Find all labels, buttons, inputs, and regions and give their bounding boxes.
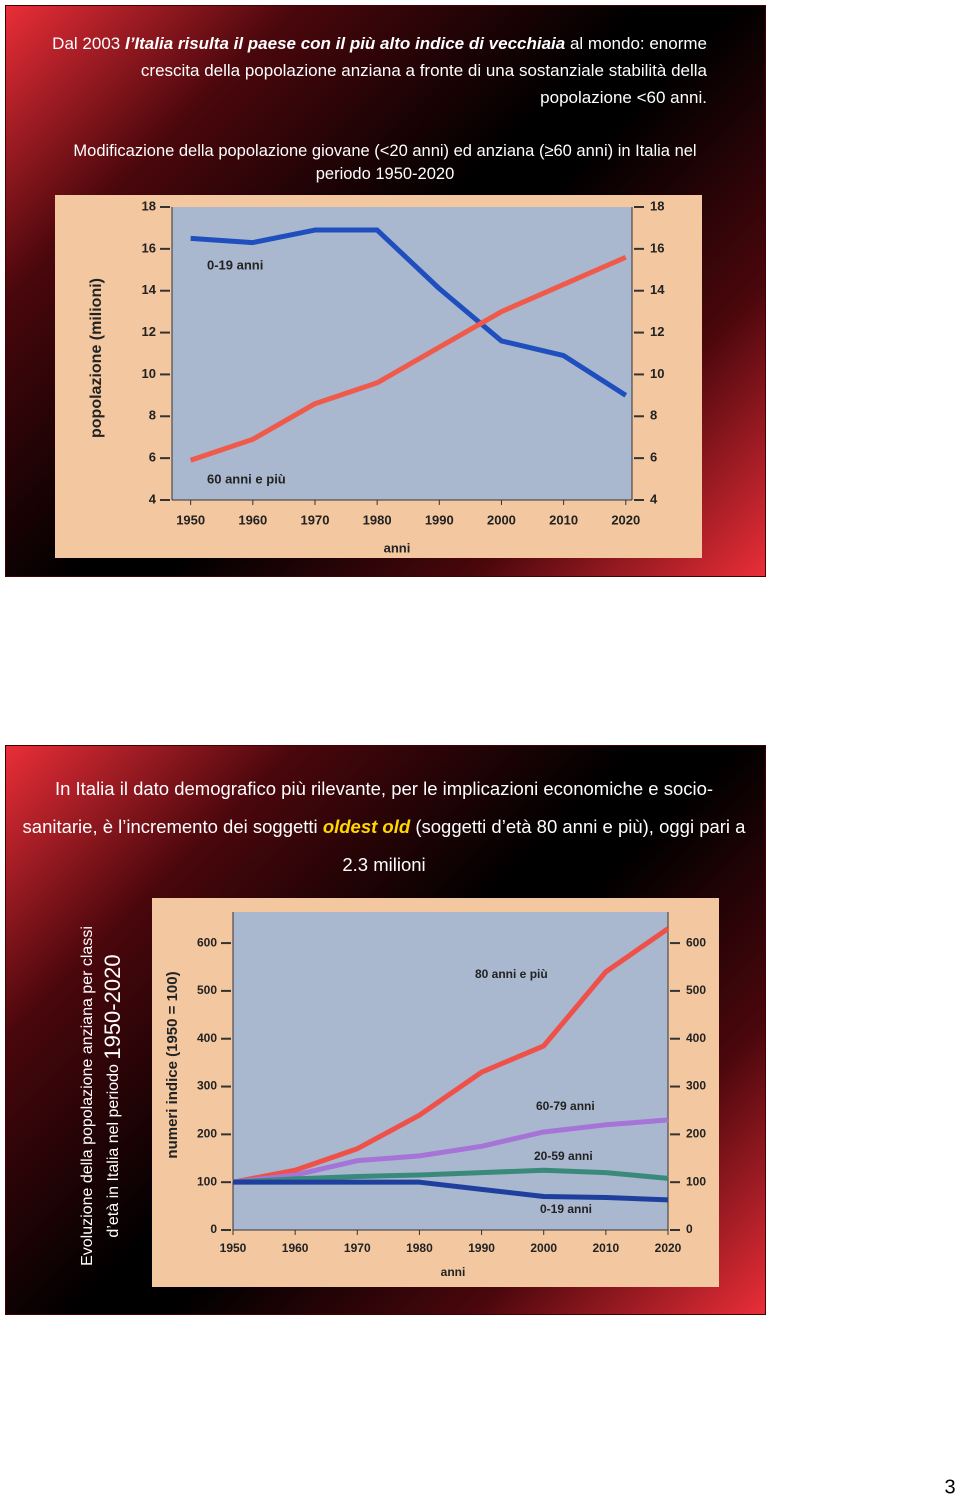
x-axis-label: anni — [384, 540, 411, 555]
y-tick-label: 4 — [149, 491, 157, 506]
series-label: 80 anni e più — [475, 967, 548, 981]
y-axis-label: numeri indice (1950 = 100) — [164, 971, 181, 1158]
y2-tick-label: 500 — [686, 983, 706, 997]
y-tick-label: 18 — [142, 198, 156, 213]
series-label: 0-19 anni — [540, 1202, 592, 1216]
y-tick-label: 10 — [142, 366, 156, 381]
data-line — [189, 254, 627, 463]
x-tick-label: 1990 — [425, 512, 454, 527]
y-tick-label: 12 — [142, 324, 156, 339]
text: al mondo: enorme crescita della popolazi… — [140, 34, 707, 107]
x-tick-label: 1950 — [220, 1241, 247, 1255]
y-tick-label: 6 — [149, 450, 156, 465]
y2-tick-label: 4 — [650, 491, 658, 506]
y-tick-label: 600 — [197, 935, 217, 949]
emphasis: oldest old — [322, 816, 411, 837]
data-line — [190, 227, 628, 398]
y-axis-label: popolazione (milioni) — [88, 278, 105, 438]
slide-text: Dal 2003 l’Italia risulta il paese con i… — [52, 30, 707, 111]
page-number: 3 — [944, 1476, 955, 1498]
caption: 1950-2020 — [100, 954, 125, 1059]
data-line — [232, 1117, 669, 1185]
y2-tick-label: 6 — [650, 450, 657, 465]
data-line — [232, 1167, 669, 1185]
y-tick-label: 400 — [197, 1031, 217, 1045]
slide-text: In Italia il dato demografico più rileva… — [18, 770, 750, 884]
x-tick-label: 1950 — [176, 512, 205, 527]
y2-tick-label: 16 — [650, 240, 664, 255]
x-tick-label: 2010 — [593, 1241, 620, 1255]
y2-tick-label: 100 — [686, 1174, 706, 1188]
text: Dal 2003 — [52, 34, 121, 53]
x-tick-label: 2020 — [611, 512, 640, 527]
x-tick-label: 2010 — [549, 512, 578, 527]
x-tick-label: 1960 — [238, 512, 267, 527]
data-line — [233, 1179, 669, 1203]
y-tick-label: 500 — [197, 983, 217, 997]
x-tick-label: 1970 — [344, 1241, 371, 1255]
y-tick-label: 100 — [197, 1174, 217, 1188]
y-tick-label: 14 — [142, 282, 157, 297]
y-tick-label: 200 — [197, 1127, 217, 1141]
chart-title: Modificazione della popolazione giovane … — [73, 142, 697, 183]
y2-tick-label: 0 — [686, 1222, 693, 1236]
x-tick-label: 1980 — [406, 1241, 433, 1255]
y2-tick-label: 400 — [686, 1031, 706, 1045]
x-tick-label: 1960 — [282, 1241, 309, 1255]
data-line — [232, 926, 670, 1185]
series-label: 0-19 anni — [207, 257, 263, 272]
y-tick-label: 8 — [149, 408, 156, 423]
emphasis: l’Italia risulta il paese con il più alt… — [124, 34, 566, 53]
series-label: 20-59 anni — [534, 1149, 593, 1163]
y-tick-label: 300 — [197, 1079, 217, 1093]
y2-tick-label: 12 — [650, 324, 664, 339]
y2-tick-label: 8 — [650, 408, 657, 423]
text: In Italia il dato demografico più rileva… — [22, 778, 714, 837]
y2-tick-label: 14 — [650, 282, 665, 297]
y2-tick-label: 18 — [650, 198, 664, 213]
y2-tick-label: 10 — [650, 366, 664, 381]
caption: d’età in Italia nel periodo 1950-2020 — [100, 954, 125, 1237]
x-tick-label: 2020 — [655, 1241, 682, 1255]
x-tick-label: 1980 — [363, 512, 392, 527]
series-label: 60-79 anni — [536, 1099, 595, 1113]
x-tick-label: 1990 — [468, 1241, 495, 1255]
y2-tick-label: 200 — [686, 1127, 706, 1141]
x-tick-label: 2000 — [487, 512, 516, 527]
caption: Evoluzione della popolazione anziana per… — [79, 926, 96, 1266]
x-axis-label: anni — [441, 1265, 466, 1279]
x-tick-label: 1970 — [301, 512, 330, 527]
text: (soggetti d’età 80 anni e più), oggi par… — [342, 816, 746, 875]
y-tick-label: 16 — [142, 240, 156, 255]
y2-tick-label: 300 — [686, 1079, 706, 1093]
series-label: 60 anni e più — [207, 471, 286, 486]
y2-tick-label: 600 — [686, 935, 706, 949]
caption: d’età in Italia nel periodo — [105, 1064, 122, 1238]
y-tick-label: 0 — [210, 1222, 217, 1236]
x-tick-label: 2000 — [530, 1241, 557, 1255]
